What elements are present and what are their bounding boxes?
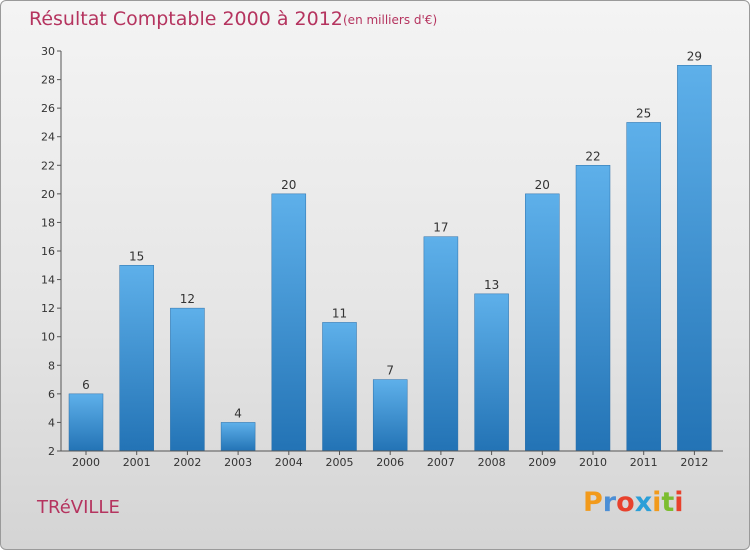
bar-2010 <box>575 165 611 452</box>
x-tick-label-2008: 2008 <box>478 456 506 469</box>
y-tick-label: 24 <box>41 131 55 144</box>
x-tick-label-2009: 2009 <box>528 456 556 469</box>
logo-letter: t <box>661 487 675 518</box>
commune-name: TRéVILLE <box>37 497 120 518</box>
bar-2012 <box>677 65 712 452</box>
bar-2009 <box>525 193 560 452</box>
y-tick-label: 12 <box>41 302 55 315</box>
y-tick-label: 30 <box>41 45 55 58</box>
value-label-2000: 6 <box>82 378 90 392</box>
logo-letter: o <box>616 487 635 518</box>
value-label-2007: 17 <box>433 221 448 235</box>
value-label-2002: 12 <box>180 292 195 306</box>
y-tick-label: 18 <box>41 216 55 229</box>
bar-2007 <box>423 236 459 452</box>
value-label-2011: 25 <box>636 106 651 120</box>
y-tick-label: 8 <box>48 359 55 372</box>
x-tick-label-2012: 2012 <box>680 456 708 469</box>
bar-2003 <box>220 422 256 452</box>
logo-letter: i <box>652 487 662 518</box>
bar-2008 <box>474 293 509 452</box>
bar-2005 <box>322 322 357 452</box>
bars: 6 15 12 4 20 11 7 17 13 20 22 25 29 <box>68 49 712 452</box>
y-tick-label: 22 <box>41 159 55 172</box>
y-tick-label: 6 <box>48 388 55 401</box>
x-tick-label-2001: 2001 <box>123 456 151 469</box>
value-label-2006: 7 <box>386 364 394 378</box>
y-tick-label: 10 <box>41 331 55 344</box>
bar-2011 <box>626 122 661 452</box>
value-label-2001: 15 <box>129 249 144 263</box>
bar-2002 <box>170 307 205 452</box>
x-axis: 2000 2001 2002 2003 2004 2005 2006 2007 2008 2009… <box>61 450 723 469</box>
x-tick-label-2007: 2007 <box>427 456 455 469</box>
bar-2006 <box>372 379 408 452</box>
x-tick-label-2011: 2011 <box>630 456 658 469</box>
bar-2004 <box>271 193 307 452</box>
logo-letter: r <box>602 487 617 518</box>
y-tick-label: 26 <box>41 102 55 115</box>
y-tick-label: 20 <box>41 188 55 201</box>
x-tick-label-2002: 2002 <box>173 456 201 469</box>
y-tick-label: 4 <box>48 416 55 429</box>
bar-2000 <box>68 393 104 452</box>
chart-subtitle: (en milliers d'€) <box>343 13 438 27</box>
y-tick-label: 28 <box>41 74 55 87</box>
proxiti-logo[interactable]: Proxiti <box>583 487 684 518</box>
value-label-2003: 4 <box>234 406 242 420</box>
value-label-2004: 20 <box>281 178 296 192</box>
x-tick-label-2006: 2006 <box>376 456 404 469</box>
logo-letter: i <box>674 487 684 518</box>
value-label-2010: 22 <box>585 149 600 163</box>
logo-letter: x <box>634 487 653 518</box>
y-tick-label: 16 <box>41 245 55 258</box>
value-label-2005: 11 <box>332 306 347 320</box>
y-tick-label: 2 <box>48 445 55 458</box>
value-label-2012: 29 <box>687 49 702 63</box>
logo-letter: P <box>583 487 603 518</box>
x-tick-label-2004: 2004 <box>275 456 303 469</box>
chart-title: Résultat Comptable 2000 à 2012 <box>29 8 343 30</box>
x-tick-label-2010: 2010 <box>579 456 607 469</box>
y-tick-label: 14 <box>41 274 55 287</box>
bar-2001 <box>119 265 154 452</box>
value-label-2009: 20 <box>535 178 550 192</box>
value-label-2008: 13 <box>484 278 499 292</box>
x-tick-label-2005: 2005 <box>326 456 354 469</box>
x-tick-label-2003: 2003 <box>224 456 252 469</box>
x-tick-label-2000: 2000 <box>72 456 100 469</box>
